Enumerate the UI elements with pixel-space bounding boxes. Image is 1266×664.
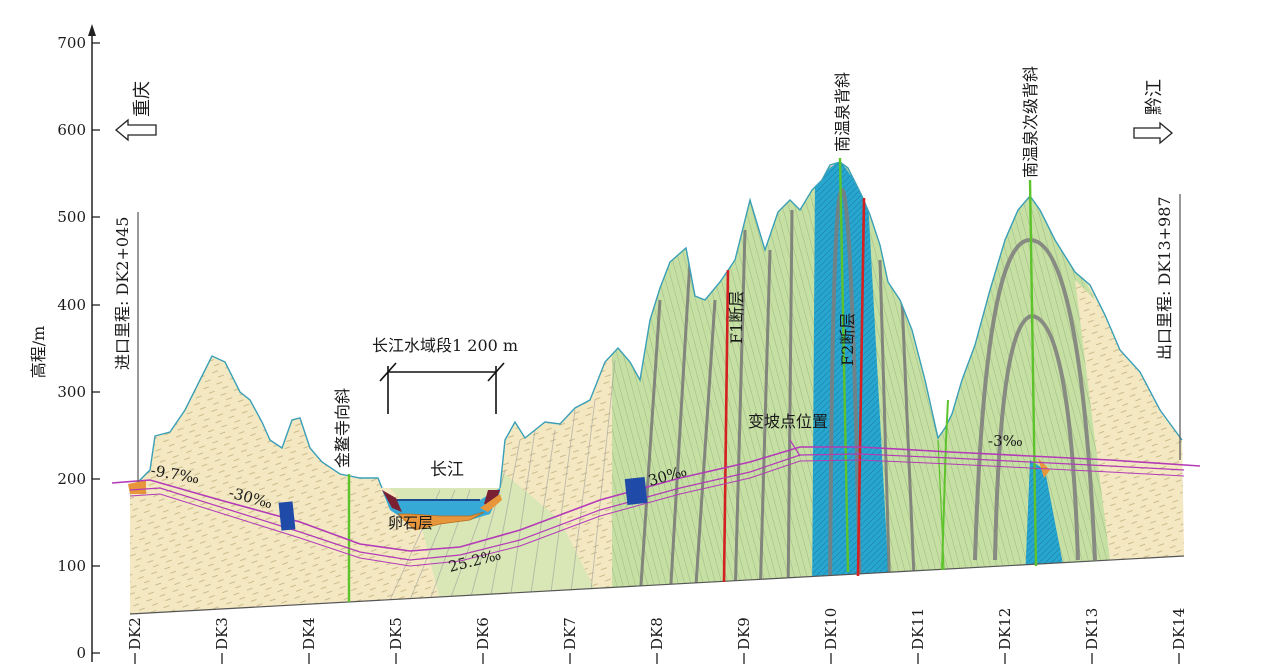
profile-base [129, 555, 1185, 615]
y-tick-0: 0 [76, 644, 86, 662]
change-point-pointer [789, 439, 801, 457]
fault-f1-label: F1断层 [727, 291, 746, 344]
station-dk3: DK3 [213, 617, 231, 650]
station-dk12: DK12 [996, 608, 1014, 650]
tunnel-alignment [111, 446, 1201, 567]
station-dk14: DK14 [1170, 608, 1188, 650]
station-dk13: DK13 [1083, 608, 1101, 650]
station-dk7: DK7 [561, 617, 579, 650]
station-dk4: DK4 [300, 617, 318, 650]
station-dk2: DK2 [126, 617, 144, 650]
fold-axes [347, 157, 1038, 602]
fault-f2-label: F2断层 [838, 313, 857, 366]
change-point-label: 变坡点位置 [748, 412, 828, 431]
entrance-mileage-label: 进口里程: DK2+045 [113, 217, 132, 370]
ground-line-west [129, 355, 383, 495]
station-dk11: DK11 [909, 608, 927, 650]
y-axis: 700 600 500 400 300 200 100 0 高程/m [29, 24, 100, 662]
geology-body [130, 162, 1184, 614]
y-tick-100: 100 [57, 557, 86, 575]
direction-left-label: 重庆 [132, 81, 153, 117]
river-span-label: 长江水域段1 200 m [372, 336, 518, 355]
y-tick-400: 400 [57, 296, 86, 314]
station-dk8: DK8 [648, 617, 666, 650]
shaft-marker-1 [278, 501, 296, 531]
shaft-marker-2 [624, 477, 648, 505]
entrance-deposit [128, 480, 146, 494]
gradient-label-5: -3‰ [988, 432, 1023, 450]
exit-mileage-label: 出口里程: DK13+987 [1155, 196, 1174, 360]
river-name-label: 长江 [430, 460, 464, 480]
anticline-main-label: 南温泉背斜 [833, 72, 852, 152]
direction-right-label: 黔江 [1144, 79, 1165, 115]
station-dk10: DK10 [822, 608, 840, 650]
y-tick-600: 600 [57, 121, 86, 139]
river-span-dimension [379, 362, 505, 414]
y-tick-200: 200 [57, 470, 86, 488]
y-tick-700: 700 [57, 34, 86, 52]
fault-lines [722, 197, 866, 583]
station-axis [134, 653, 1180, 664]
syncline-label: 金鳌寺向斜 [333, 388, 352, 468]
y-tick-500: 500 [57, 208, 86, 226]
pebble-layer-label: 卵石层 [388, 514, 433, 532]
anticline-secondary-label: 南温泉次级背斜 [1021, 66, 1040, 178]
station-dk6: DK6 [474, 617, 492, 650]
direction-arrow-right [1133, 121, 1174, 145]
yangtze-channel [382, 488, 502, 531]
station-dk5: DK5 [387, 617, 405, 650]
y-axis-label: 高程/m [29, 326, 48, 379]
direction-arrow-left [114, 118, 157, 142]
y-tick-300: 300 [57, 383, 86, 401]
station-dk9: DK9 [735, 617, 753, 650]
